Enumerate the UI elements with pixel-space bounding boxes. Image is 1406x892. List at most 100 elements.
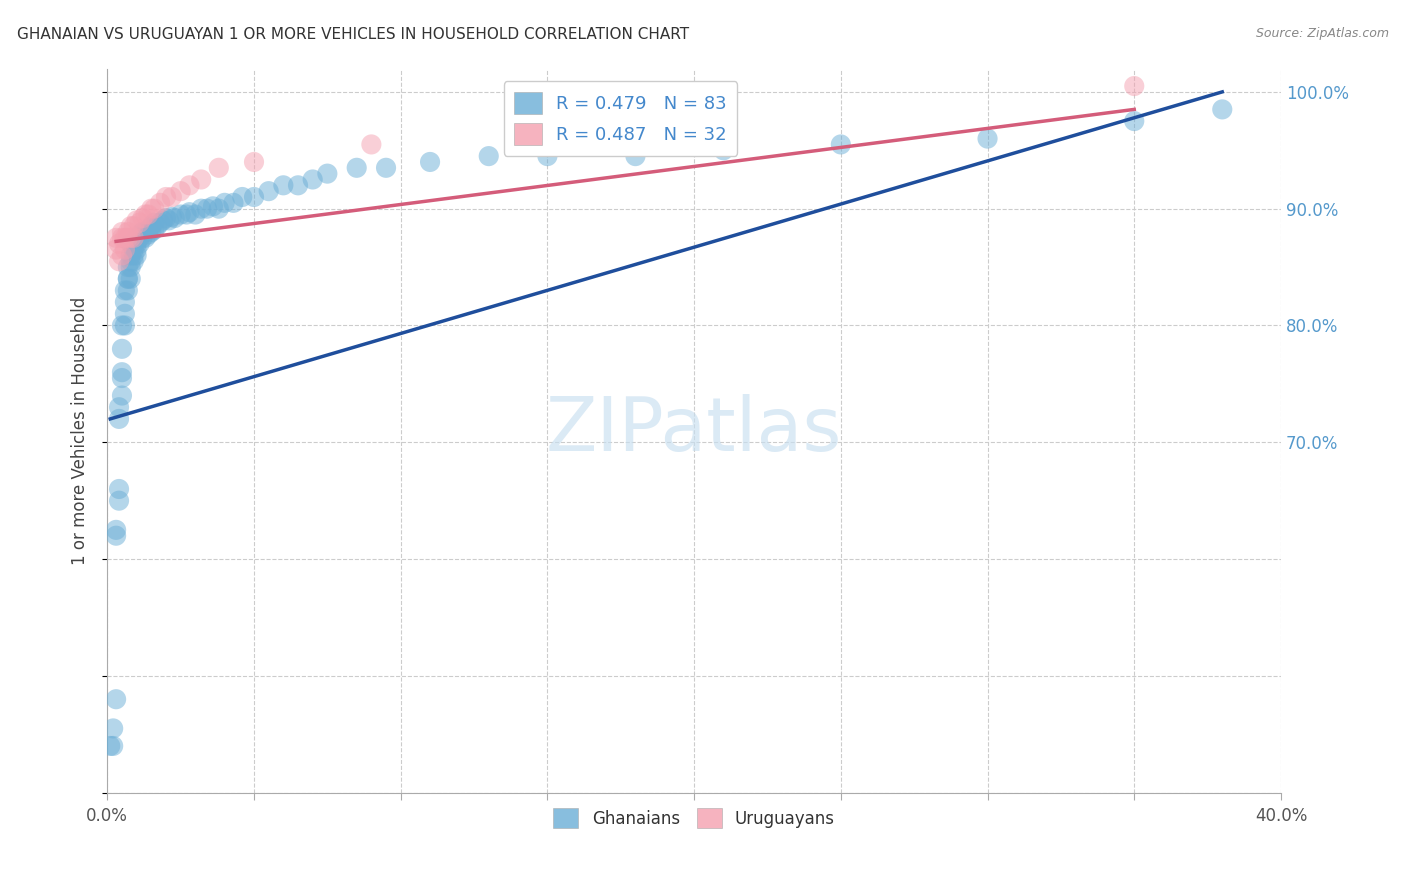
Point [176, 207, 198, 221]
Point [122, 236, 145, 251]
Point [1211, 103, 1233, 117]
Point [111, 388, 134, 402]
Point [122, 254, 145, 268]
Point [141, 225, 163, 239]
Point [713, 143, 735, 157]
Point [287, 178, 309, 193]
Point [179, 178, 201, 193]
Point [243, 155, 266, 169]
Point [111, 225, 134, 239]
Point [117, 225, 139, 239]
Point [105, 231, 128, 245]
Point [190, 202, 212, 216]
Point [157, 213, 180, 227]
Point [125, 243, 148, 257]
Point [134, 207, 156, 221]
Point [143, 216, 166, 230]
Point [117, 284, 139, 298]
Point [222, 195, 245, 210]
Point [98, 739, 121, 753]
Point [478, 149, 501, 163]
Point [108, 412, 131, 426]
Point [114, 307, 136, 321]
Point [105, 692, 128, 706]
Point [120, 231, 142, 245]
Point [128, 231, 150, 245]
Point [536, 149, 558, 163]
Point [214, 195, 236, 210]
Point [360, 137, 382, 152]
Point [273, 178, 295, 193]
Point [117, 231, 139, 245]
Point [169, 184, 191, 198]
Point [120, 248, 142, 262]
Point [301, 172, 323, 186]
Point [1123, 78, 1146, 93]
Point [131, 225, 153, 239]
Text: ZIPatlas: ZIPatlas [546, 394, 842, 467]
Point [114, 284, 136, 298]
Point [257, 184, 280, 198]
Point [243, 190, 266, 204]
Point [143, 223, 166, 237]
Point [111, 342, 134, 356]
Point [152, 213, 174, 227]
Point [179, 205, 201, 219]
Point [128, 236, 150, 251]
Point [134, 225, 156, 239]
Point [419, 155, 441, 169]
Point [375, 161, 398, 175]
Point [131, 231, 153, 245]
Point [122, 231, 145, 245]
Point [138, 223, 160, 237]
Point [120, 219, 142, 234]
Point [120, 254, 142, 268]
Point [125, 248, 148, 262]
Point [114, 243, 136, 257]
Point [111, 231, 134, 245]
Point [169, 207, 191, 221]
Point [108, 493, 131, 508]
Point [105, 243, 128, 257]
Point [141, 202, 163, 216]
Point [108, 254, 131, 268]
Y-axis label: 1 or more Vehicles in Household: 1 or more Vehicles in Household [72, 296, 89, 565]
Point [120, 236, 142, 251]
Point [160, 190, 183, 204]
Point [120, 272, 142, 286]
Point [125, 213, 148, 227]
Point [117, 272, 139, 286]
Point [155, 190, 177, 204]
Point [114, 295, 136, 310]
Point [122, 248, 145, 262]
Point [316, 167, 339, 181]
Point [208, 161, 231, 175]
Point [111, 371, 134, 385]
Point [201, 199, 224, 213]
Point [1123, 114, 1146, 128]
Point [184, 207, 207, 221]
Point [108, 482, 131, 496]
Point [146, 219, 169, 234]
Point [125, 231, 148, 245]
Point [114, 231, 136, 245]
Point [624, 149, 647, 163]
Point [195, 202, 218, 216]
Point [108, 236, 131, 251]
Point [160, 210, 183, 224]
Point [128, 216, 150, 230]
Point [111, 248, 134, 262]
Point [108, 401, 131, 415]
Point [117, 260, 139, 274]
Point [155, 211, 177, 225]
Point [976, 131, 998, 145]
Point [131, 211, 153, 225]
Point [114, 318, 136, 333]
Point [138, 207, 160, 221]
Legend: Ghanaians, Uruguayans: Ghanaians, Uruguayans [547, 801, 842, 835]
Text: Source: ZipAtlas.com: Source: ZipAtlas.com [1256, 27, 1389, 40]
Point [111, 318, 134, 333]
Point [138, 227, 160, 242]
Point [122, 219, 145, 234]
Point [208, 202, 231, 216]
